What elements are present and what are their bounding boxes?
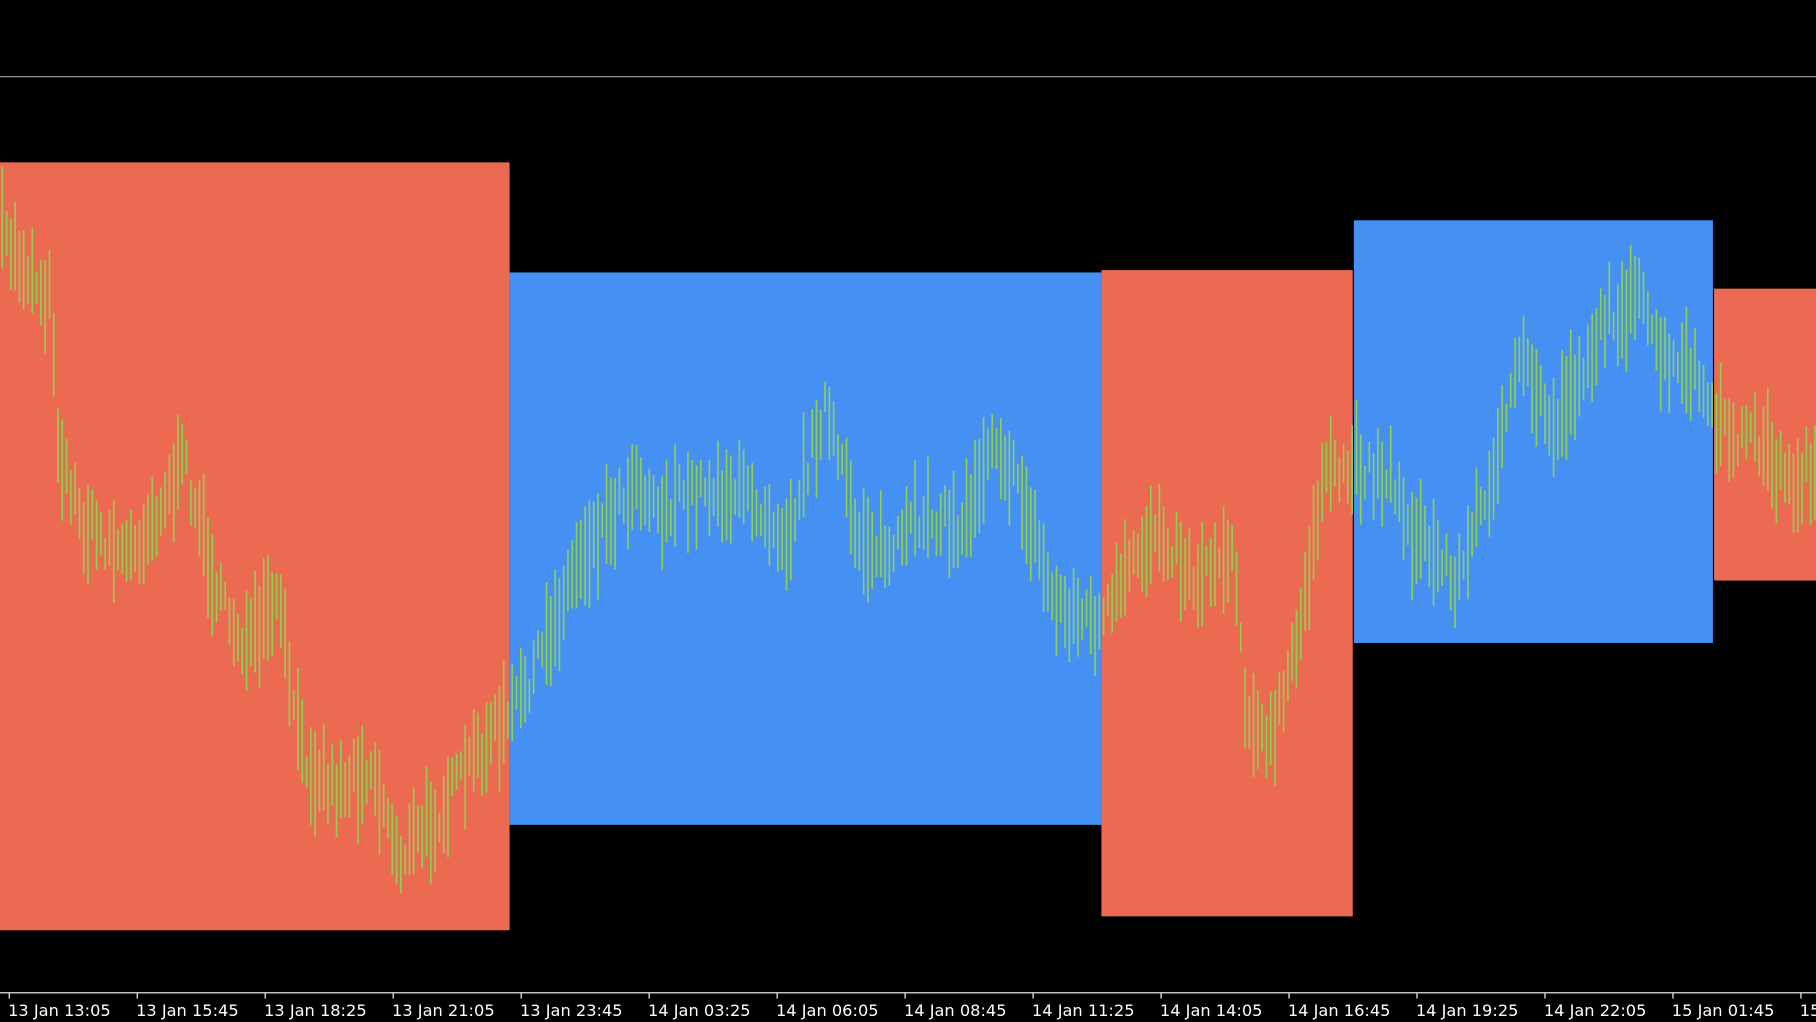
time-label: 13 Jan 21:05 (392, 1001, 495, 1020)
zone-blue (509, 272, 1102, 825)
time-label: 14 Jan 19:25 (1416, 1001, 1519, 1020)
time-label: 13 Jan 15:45 (136, 1001, 239, 1020)
time-label: 14 Jan 06:05 (776, 1001, 879, 1020)
time-label: 15 Jan 01:45 (1672, 1001, 1775, 1020)
time-label: 14 Jan 22:05 (1544, 1001, 1647, 1020)
time-label: 13 Jan 23:45 (520, 1001, 623, 1020)
time-label: 13 Jan 13:05 (8, 1001, 111, 1020)
time-label: 15 (1800, 1001, 1816, 1020)
time-label: 14 Jan 03:25 (648, 1001, 751, 1020)
zone-blue (1353, 220, 1713, 644)
time-label: 14 Jan 11:25 (1032, 1001, 1135, 1020)
time-label: 14 Jan 08:45 (904, 1001, 1007, 1020)
zone-red (1714, 288, 1816, 581)
zone-red (0, 162, 510, 931)
price-bars (1, 166, 1816, 894)
time-label: 14 Jan 14:05 (1160, 1001, 1263, 1020)
time-label: 13 Jan 18:25 (264, 1001, 367, 1020)
time-label: 14 Jan 16:45 (1288, 1001, 1391, 1020)
time-ticks: 13 Jan 13:05 13 Jan 15:45 13 Jan 18:25 13 J… (8, 992, 1816, 1020)
